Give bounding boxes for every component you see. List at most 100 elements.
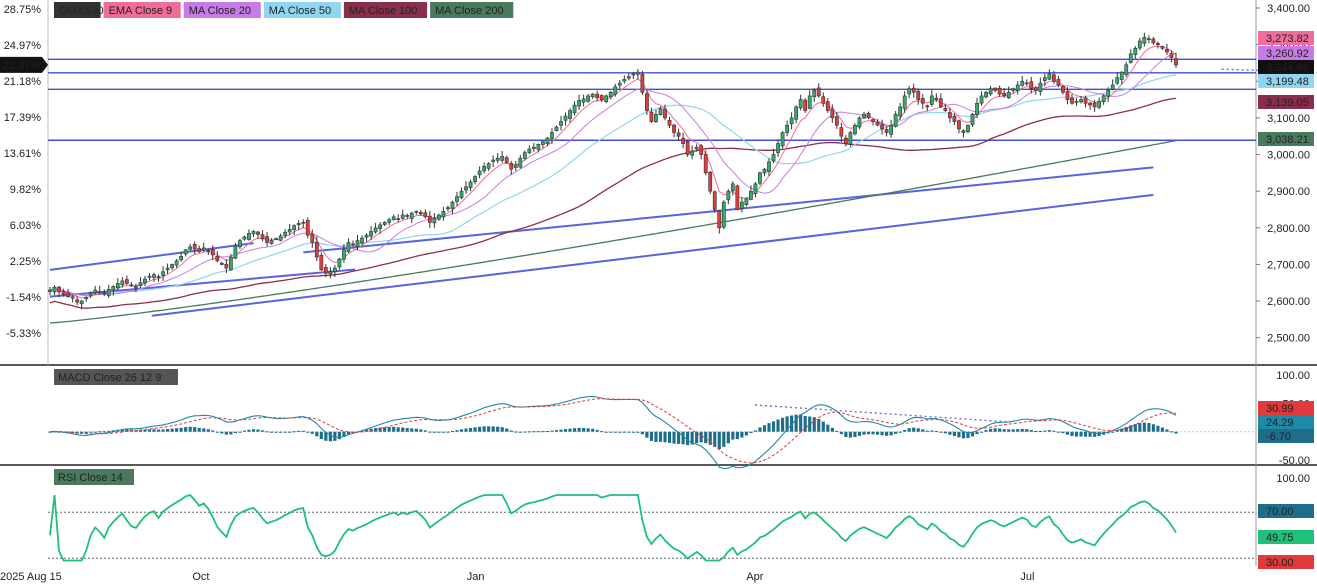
candle-body [360, 237, 364, 244]
candle-body [138, 282, 143, 286]
candle-body [758, 172, 762, 184]
macd-histogram-bar [197, 427, 201, 432]
candle-body [477, 170, 482, 176]
macd-panel[interactable] [48, 395, 1256, 470]
macd-histogram-bar [1083, 431, 1088, 437]
candle-body [658, 108, 663, 116]
candle-body [373, 227, 378, 233]
macd-histogram-bar [315, 431, 319, 437]
candle-body [1047, 73, 1052, 80]
rsi-value-badge [1258, 555, 1314, 569]
candle-body [957, 120, 961, 130]
macd-histogram-bar [903, 430, 907, 432]
x-tick-label: 2025 Aug 15 [0, 571, 62, 583]
rsi-panel[interactable] [48, 493, 1256, 562]
candle-body [884, 129, 889, 133]
pct-tick-label: 13.61% [4, 148, 42, 160]
rsi-value-label: 70.00 [1266, 506, 1294, 518]
macd-histogram-bar [758, 427, 762, 432]
candle-body [1097, 101, 1102, 108]
macd-histogram-bar [726, 431, 730, 444]
candle-body [527, 148, 532, 153]
macd-histogram-bar [206, 429, 210, 432]
candle-body [929, 95, 934, 105]
candle-body [898, 106, 903, 117]
macd-histogram-bar [505, 428, 509, 432]
x-tick-label: Jul [1020, 571, 1034, 583]
candle-body [219, 262, 224, 265]
macd-histogram-bar [609, 431, 613, 433]
rsi-value-badge [1258, 530, 1314, 544]
macd-histogram-bar [491, 426, 495, 432]
candle-body [961, 130, 966, 133]
macd-histogram-bar [401, 427, 405, 432]
candle-body [1042, 77, 1047, 81]
candle-body [418, 212, 423, 215]
candle-body [296, 223, 301, 226]
macd-histogram-bar [785, 416, 789, 432]
macd-histogram-bar [1160, 427, 1165, 432]
candle-body [188, 246, 193, 250]
candle-body [283, 231, 288, 236]
candle-body [251, 231, 256, 235]
macd-histogram-bar [559, 429, 563, 432]
candle-body [120, 280, 125, 286]
candle-body [446, 207, 450, 210]
macd-histogram-bar [283, 431, 287, 433]
candle-body [115, 283, 120, 289]
candle-body [907, 88, 912, 95]
macd-histogram-bar [532, 431, 536, 433]
candle-body [427, 215, 432, 223]
macd-histogram-bar [523, 431, 527, 433]
macd-histogram-bar [423, 430, 427, 432]
price-value-label: 3,199.48 [1266, 76, 1309, 88]
candle-body [450, 201, 455, 209]
macd-value-badge [1258, 415, 1314, 429]
macd-histogram-bar [998, 428, 1002, 432]
macd-histogram-bar [582, 428, 586, 432]
macd-histogram-bar [749, 431, 753, 434]
macd-histogram-bar [238, 431, 242, 433]
macd-histogram-bar [554, 430, 559, 432]
candle-body [229, 256, 233, 271]
candle-body [455, 196, 459, 202]
candle-body [75, 299, 80, 303]
macd-histogram-bar [604, 431, 608, 433]
candle-body [681, 138, 685, 144]
current-pct-badge [0, 56, 48, 73]
macd-histogram-bar [667, 431, 672, 443]
candle-body [1146, 38, 1151, 40]
candle-body [943, 108, 948, 111]
macd-histogram-bar [1138, 423, 1142, 432]
candle-body [812, 90, 817, 98]
candle-body [1124, 64, 1129, 75]
macd-histogram-bar [835, 430, 839, 432]
candle-body [1079, 99, 1083, 103]
macd-histogram-bar [1034, 430, 1038, 432]
macd-histogram-bar [740, 431, 744, 438]
candle-body [1133, 47, 1138, 56]
candle-body [500, 156, 505, 161]
candle-body [834, 116, 839, 126]
candle-body [66, 292, 70, 297]
macd-histogram-bar [514, 431, 518, 433]
price-panel[interactable] [48, 32, 1317, 324]
macd-histogram-bar [595, 429, 599, 432]
macd-histogram-bar [211, 430, 215, 432]
candle-body [608, 91, 613, 98]
macd-value-label: -6.70 [1266, 431, 1291, 443]
macd-histogram-bar [695, 431, 699, 444]
macd-histogram-bar [301, 430, 305, 432]
candle-body [1156, 43, 1160, 45]
pct-tick-label: 9.82% [10, 184, 41, 196]
macd-value-badge [1258, 401, 1314, 415]
price-value-label: 3,038.21 [1266, 134, 1309, 146]
macd-histogram-bar [215, 431, 219, 433]
candle-body [1119, 71, 1124, 80]
candle-body [626, 76, 631, 79]
candle-body [355, 240, 360, 248]
price-value-label: 3,260.92 [1266, 48, 1309, 60]
macd-histogram-bar [165, 429, 170, 432]
candle-body [531, 146, 536, 149]
candle-body [789, 117, 794, 125]
